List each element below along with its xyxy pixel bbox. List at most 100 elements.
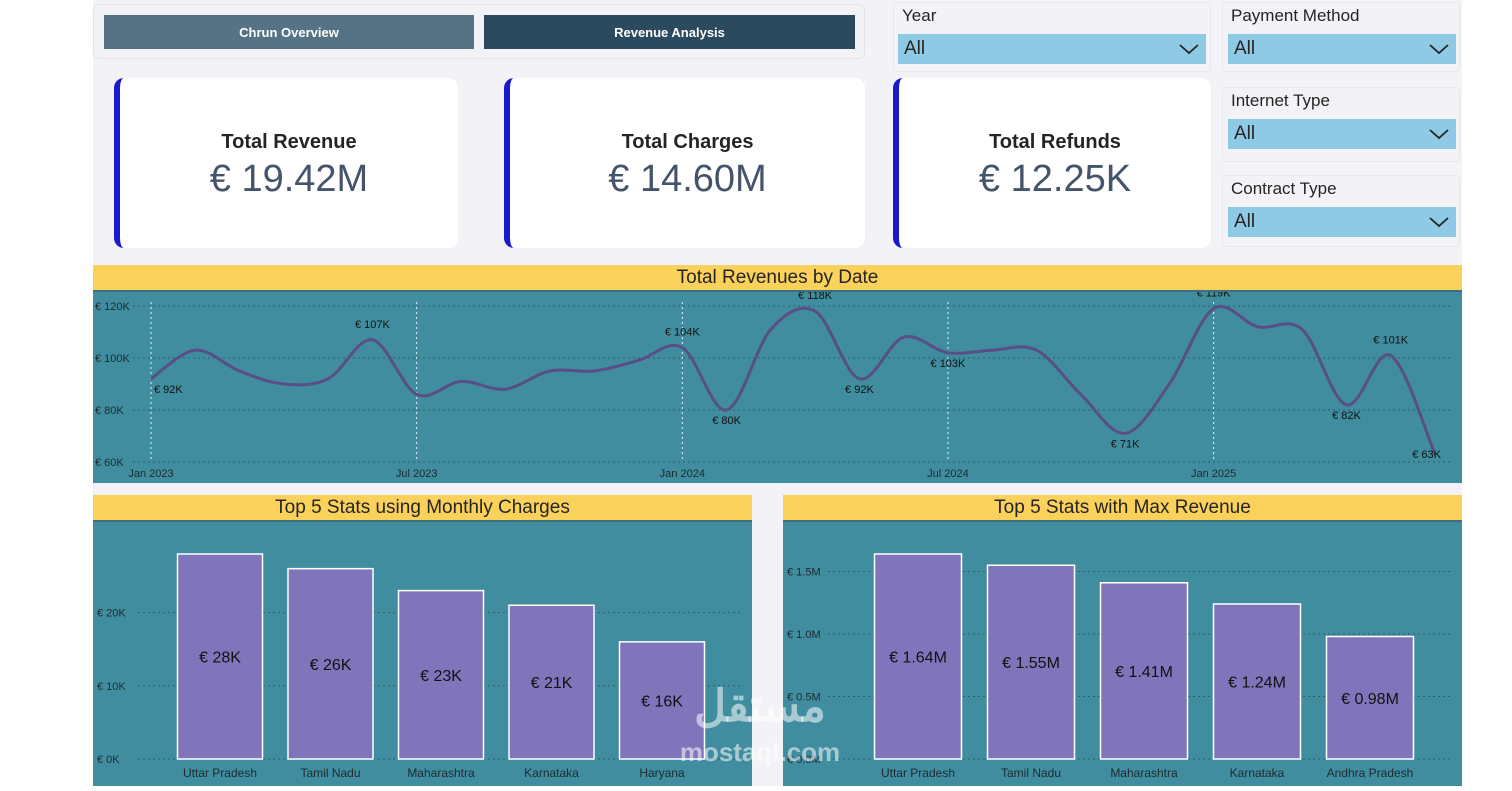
contract-type-slicer: Contract Type All: [1222, 175, 1460, 247]
x-category-label: Maharashtra: [407, 766, 475, 780]
max-revenue-chart: € 0.0M € 0.5M € 1.0M € 1.5M € 1.64M Uttar Pra…: [783, 522, 1462, 786]
y-tick-label: € 1.0M: [787, 629, 821, 641]
revenue-analysis-button[interactable]: Revenue Analysis: [484, 15, 855, 49]
y-tick-label: € 0.5M: [787, 692, 821, 704]
year-dropdown-value: All: [904, 38, 926, 59]
bar-data-label: € 1.41M: [1115, 664, 1173, 681]
monthly-charges-bar-svg: € 0K € 10K € 20K € 28K Uttar Pradesh € 26K Tam…: [97, 553, 742, 780]
data-label: € 103K: [931, 358, 967, 370]
kpi-total-charges: Total Charges € 14.60M: [504, 78, 865, 248]
bar: [873, 553, 963, 760]
data-label: € 80K: [712, 415, 741, 427]
y-tick-label: € 0K: [97, 754, 120, 766]
bar: [287, 567, 374, 760]
y-tick-label: € 60K: [95, 457, 124, 469]
bar: [397, 589, 485, 760]
data-label: € 101K: [1373, 334, 1409, 346]
bar: [1212, 603, 1302, 760]
x-tick-label: Jan 2024: [660, 468, 705, 480]
revenue-by-date-chart: € 60K € 80K € 100K € 120K Jan 2023 Jul 2023 Ja…: [93, 288, 1462, 483]
payment-method-dropdown-value: All: [1234, 38, 1256, 59]
x-category-label: Uttar Pradesh: [183, 766, 257, 780]
x-category-label: Haryana: [639, 766, 685, 780]
year-dropdown[interactable]: All: [898, 34, 1206, 64]
bar-data-label: € 28K: [199, 650, 241, 667]
x-category-label: Uttar Pradesh: [881, 766, 955, 780]
revenue-by-date-title: Total Revenues by Date: [93, 265, 1462, 292]
internet-type-slicer: Internet Type All: [1222, 87, 1460, 162]
payment-method-slicer-label: Payment Method: [1231, 6, 1360, 25]
kpi-title: Total Refunds: [989, 131, 1121, 153]
x-tick-label: Jan 2023: [128, 468, 173, 480]
x-category-label: Karnataka: [524, 766, 579, 780]
y-tick-label: € 100K: [95, 353, 131, 365]
x-tick-label: Jul 2023: [396, 468, 438, 480]
y-tick-label: € 10K: [97, 681, 126, 693]
y-tick-label: € 1.5M: [787, 567, 821, 579]
internet-type-dropdown[interactable]: All: [1228, 119, 1456, 149]
chevron-down-icon: [1429, 217, 1449, 228]
data-label: € 82K: [1332, 410, 1361, 422]
y-tick-label: € 80K: [95, 405, 124, 417]
bar: [508, 604, 595, 760]
chevron-down-icon: [1429, 129, 1449, 140]
x-category-label: Karnataka: [1230, 766, 1285, 780]
contract-type-slicer-label: Contract Type: [1231, 179, 1337, 198]
bar-data-label: € 21K: [531, 675, 573, 692]
bar: [986, 564, 1076, 760]
kpi-value: € 12.25K: [978, 158, 1132, 200]
bar-data-label: € 1.55M: [1002, 655, 1060, 672]
kpi-value: € 19.42M: [209, 158, 369, 200]
contract-type-dropdown-value: All: [1234, 211, 1256, 232]
bar-data-label: € 16K: [641, 693, 683, 710]
year-slicer: Year All: [893, 2, 1211, 72]
bar-data-label: € 23K: [420, 668, 462, 685]
max-revenue-bar-svg: € 0.0M € 0.5M € 1.0M € 1.5M € 1.64M Uttar Pra…: [787, 553, 1452, 780]
max-revenue-title: Top 5 Stats with Max Revenue: [783, 495, 1462, 522]
payment-method-slicer: Payment Method All: [1222, 2, 1460, 72]
bar: [176, 553, 264, 760]
x-tick-label: Jul 2024: [927, 468, 969, 480]
data-label: € 118K: [798, 292, 833, 302]
data-label: € 107K: [355, 319, 391, 331]
monthly-charges-chart: € 0K € 10K € 20K € 28K Uttar Pradesh € 26K Tam…: [93, 522, 752, 786]
bar-data-label: € 1.64M: [889, 650, 947, 667]
internet-type-dropdown-value: All: [1234, 123, 1256, 144]
bar: [1099, 582, 1189, 760]
y-tick-label: € 20K: [97, 608, 126, 620]
payment-method-dropdown[interactable]: All: [1228, 34, 1456, 64]
contract-type-dropdown[interactable]: All: [1228, 207, 1456, 237]
monthly-charges-title: Top 5 Stats using Monthly Charges: [93, 495, 752, 522]
data-label: € 71K: [1111, 438, 1140, 450]
x-category-label: Tamil Nadu: [300, 766, 360, 780]
kpi-total-refunds: Total Refunds € 12.25K: [893, 78, 1211, 248]
data-label: € 119K: [1197, 292, 1232, 300]
bar-data-label: € 1.24M: [1228, 675, 1286, 692]
kpi-title: Total Revenue: [221, 131, 357, 153]
kpi-value: € 14.60M: [608, 158, 767, 200]
internet-type-slicer-label: Internet Type: [1231, 91, 1330, 110]
chevron-down-icon: [1179, 44, 1199, 55]
data-label: € 92K: [154, 384, 183, 396]
bar-data-label: € 0.98M: [1341, 691, 1399, 708]
x-category-label: Maharashtra: [1110, 766, 1178, 780]
churn-overview-button[interactable]: Chrun Overview: [104, 15, 474, 49]
bar: [618, 641, 706, 760]
kpi-total-revenue: Total Revenue € 19.42M: [114, 78, 458, 248]
revenue-series-line: [150, 305, 1437, 455]
y-tick-label: € 0.0M: [787, 754, 821, 766]
y-tick-label: € 120K: [95, 301, 131, 313]
kpi-title: Total Charges: [621, 131, 754, 153]
x-tick-label: Jan 2025: [1191, 468, 1236, 480]
bar: [1325, 635, 1415, 760]
watermark-latin: mostaql.com: [679, 737, 841, 767]
x-category-label: Andhra Pradesh: [1327, 766, 1414, 780]
chevron-down-icon: [1429, 44, 1449, 55]
data-label: € 92K: [845, 384, 874, 396]
x-category-label: Tamil Nadu: [1001, 766, 1061, 780]
bar-data-label: € 26K: [310, 657, 352, 674]
data-label: € 104K: [665, 327, 701, 339]
year-slicer-label: Year: [902, 6, 937, 25]
watermark-arabic: مستقل: [694, 682, 826, 731]
revenue-line-chart-svg: € 60K € 80K € 100K € 120K Jan 2023 Jul 2023 Ja…: [95, 288, 1452, 480]
